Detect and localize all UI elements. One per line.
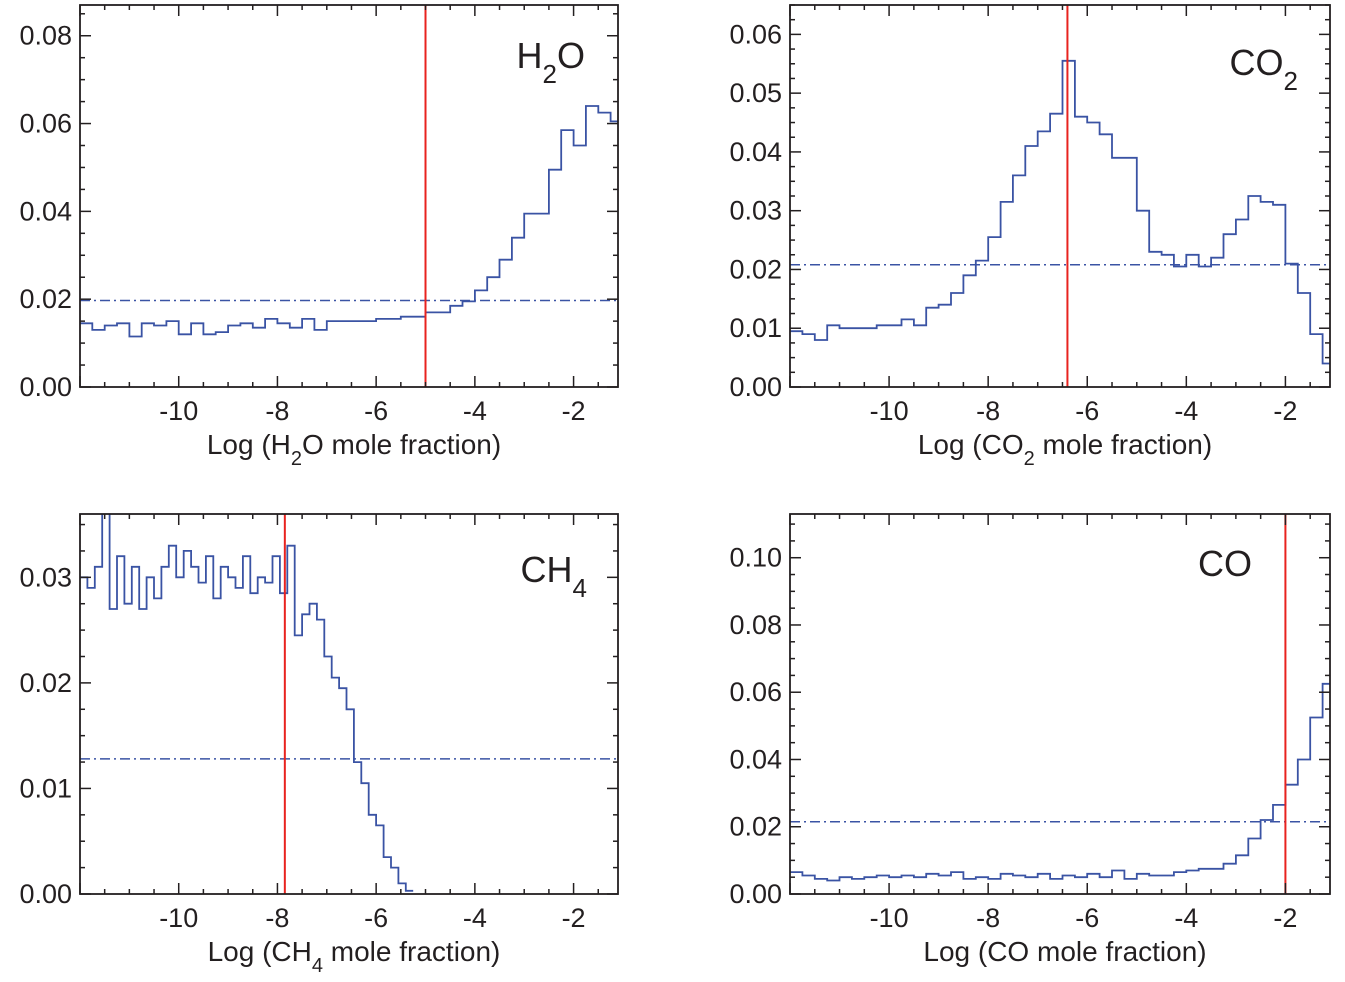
y-tick-label: 0.03 [19,562,72,592]
x-axis-label: Log (H2O mole fraction) [207,429,501,470]
y-tick-label: 0.04 [19,196,72,226]
y-tick-label: 0.01 [729,313,782,343]
y-tick-label: 0.04 [729,137,782,167]
histogram-line [80,514,414,892]
x-tick-label: -6 [364,396,388,426]
y-tick-label: 0.05 [729,78,782,108]
x-tick-label: -2 [562,903,586,933]
x-tick-label: -6 [1075,396,1099,426]
panel-title: CO [1198,543,1252,584]
y-tick-label: 0.00 [19,879,72,909]
plot-frame [789,513,1331,895]
plot-frame [79,513,619,895]
plot-frame [79,4,619,388]
y-tick-label: 0.00 [19,372,72,402]
x-tick-label: -8 [976,903,1000,933]
y-tick-label: 0.08 [19,21,72,51]
y-tick-label: 0.06 [729,677,782,707]
y-tick-label: 0.00 [729,372,782,402]
panel-title: CO2 [1230,42,1298,96]
x-tick-label: -2 [1273,903,1297,933]
panel-title: CH4 [521,549,587,603]
x-tick-label: -4 [463,396,487,426]
x-tick-label: -4 [463,903,487,933]
x-tick-label: -6 [364,903,388,933]
x-tick-label: -8 [265,903,289,933]
x-tick-label: -6 [1075,903,1099,933]
x-tick-label: -10 [870,396,909,426]
y-tick-label: 0.02 [19,668,72,698]
y-tick-label: 0.02 [19,284,72,314]
x-tick-label: -4 [1174,903,1198,933]
x-axis-label: Log (CO2 mole fraction) [918,429,1212,470]
x-tick-label: -4 [1174,396,1198,426]
y-tick-label: 0.01 [19,773,72,803]
x-tick-label: -2 [562,396,586,426]
x-axis-label: Log (CO mole fraction) [923,936,1206,967]
x-tick-label: -2 [1273,396,1297,426]
y-tick-label: 0.03 [729,196,782,226]
panel-title: H2O [517,35,585,89]
y-tick-label: 0.00 [729,879,782,909]
y-tick-label: 0.06 [19,109,72,139]
x-tick-label: -8 [265,396,289,426]
x-tick-label: -10 [159,396,198,426]
y-tick-label: 0.06 [729,19,782,49]
x-tick-label: -8 [976,396,1000,426]
x-tick-label: -10 [159,903,198,933]
histogram-line [790,682,1330,882]
panel-4: -10 -8 -6 -4 -2 0.00 0.02 0.04 0.06 0.08 0.10 CO Log… [729,513,1331,967]
y-tick-label: 0.08 [729,610,782,640]
y-tick-label: 0.10 [729,543,782,573]
x-axis-label: Log (CH4 mole fraction) [208,936,501,977]
y-tick-label: 0.02 [729,254,782,284]
histogram-line [80,105,618,338]
y-tick-label: 0.04 [729,744,782,774]
histogram-line [790,59,1330,365]
y-tick-label: 0.02 [729,812,782,842]
panel-1: -10 -8 -6 -4 -2 0.00 0.02 0.04 0.06 0.08 H2O Log (H… [19,4,619,470]
panel-3: -10 -8 -6 -4 -2 0.00 0.01 0.02 0.03 CH4 Log (CH4 m… [19,513,619,977]
x-tick-label: -10 [870,903,909,933]
panel-2: -10 -8 -6 -4 -2 0.00 0.01 0.02 0.03 0.04 0.05 0.06 C… [729,4,1331,470]
